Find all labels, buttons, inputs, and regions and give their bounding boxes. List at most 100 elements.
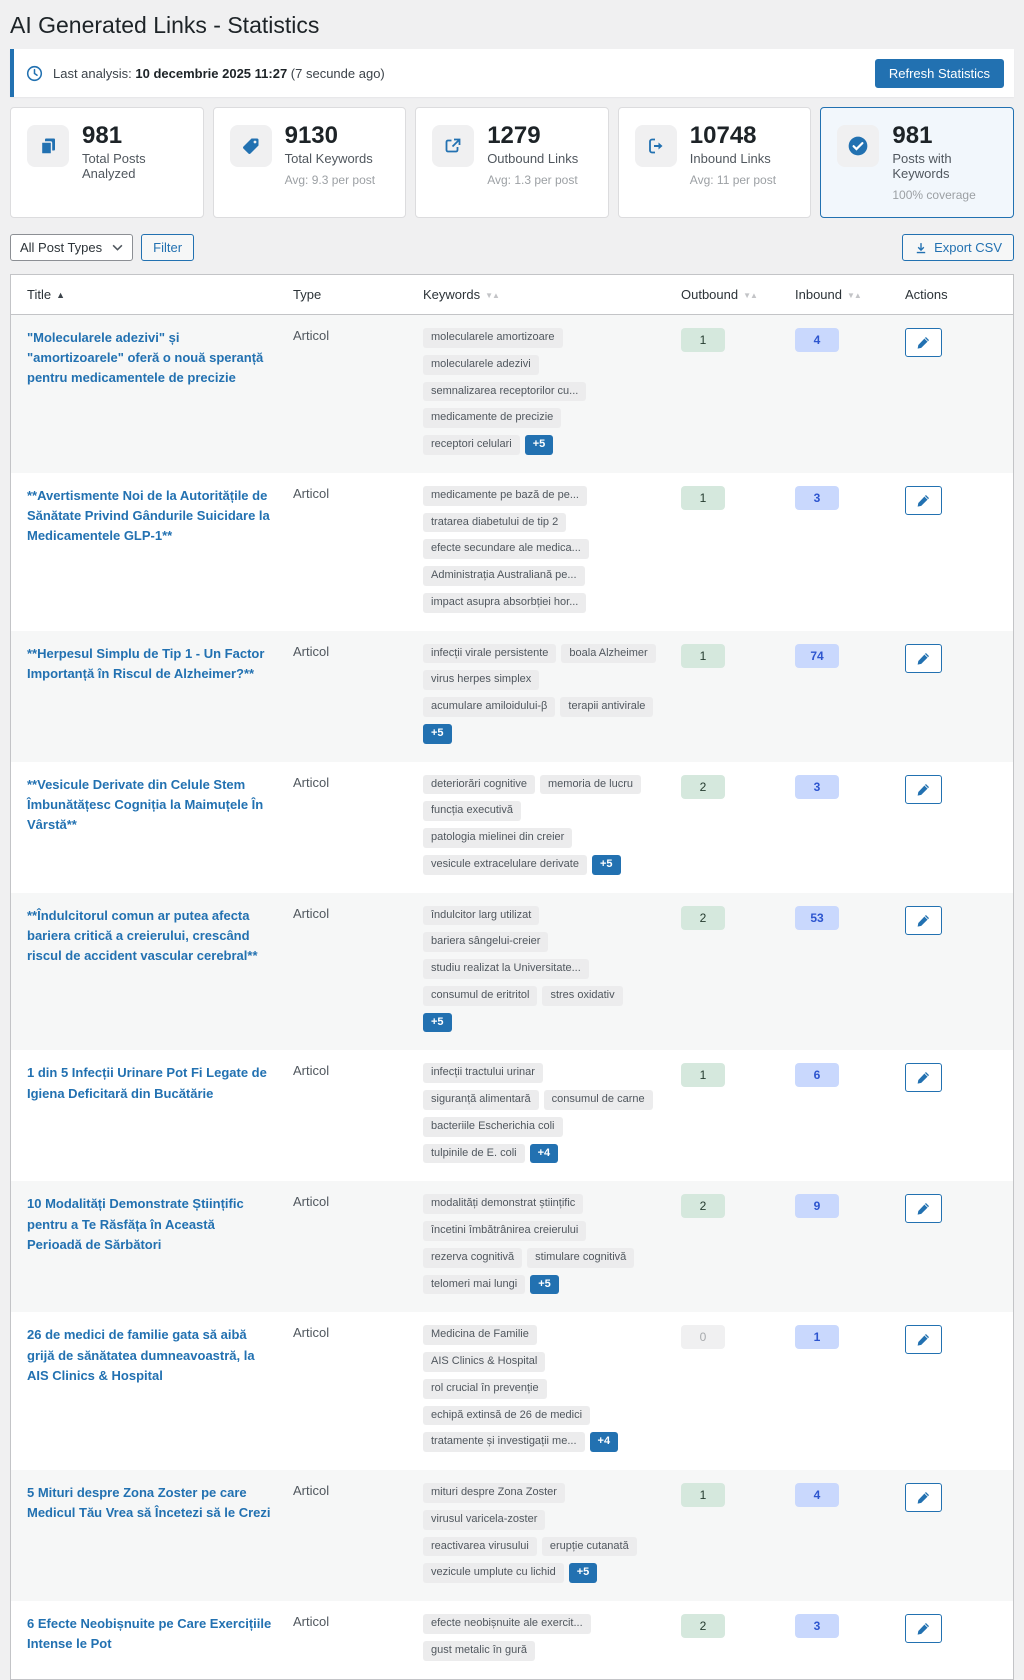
keyword-chip: acumulare amiloidului-β — [423, 697, 556, 717]
stat-label: Total Posts Analyzed — [82, 151, 146, 182]
edit-post-button[interactable] — [905, 1614, 942, 1644]
filter-button[interactable]: Filter — [141, 234, 195, 262]
last-analysis-datetime: 10 decembrie 2025 11:27 — [135, 65, 288, 81]
edit-post-button[interactable] — [905, 905, 942, 935]
edit-post-button[interactable] — [905, 1325, 942, 1355]
stat-label: Inbound Links — [689, 151, 771, 167]
post-title-link[interactable]: 26 de medici de familie gata să aibă gri… — [27, 1327, 255, 1383]
more-keywords-badge[interactable]: +4 — [589, 1432, 619, 1453]
check-circle-icon — [837, 125, 880, 167]
stat-cards: 981 Total Posts Analyzed 9130 Total Keyword… — [10, 107, 1014, 219]
last-analysis-ago: (7 secunde ago) — [290, 65, 385, 81]
last-analysis-notice: Last analysis: 10 decembrie 2025 11:27 (… — [10, 49, 1014, 97]
inbound-count-badge: 1 — [795, 1325, 839, 1350]
more-keywords-badge[interactable]: +4 — [529, 1143, 559, 1164]
post-title-link[interactable]: 5 Mituri despre Zona Zoster pe care Medi… — [27, 1485, 271, 1521]
post-title-link[interactable]: 10 Modalități Demonstrate Științific pen… — [27, 1196, 244, 1252]
keyword-chip: virusul varicela-zoster — [423, 1509, 546, 1530]
stat-card-total-posts-analyzed[interactable]: 981 Total Posts Analyzed — [10, 107, 204, 219]
toolbar: All Post Types Filter Export CSV — [10, 234, 1014, 262]
sort-icon: ▼▲ — [485, 291, 500, 301]
keyword-chip: infecții virale persistente — [423, 643, 557, 664]
last-analysis-text: Last analysis: 10 decembrie 2025 11:27 (… — [53, 65, 385, 81]
table-row: 6 Efecte Neobișnuite pe Care Exercițiile… — [11, 1601, 1013, 1679]
keyword-chip: îndulcitor larg utilizat — [423, 905, 540, 926]
keyword-chip: stres oxidativ — [542, 985, 623, 1006]
refresh-statistics-button[interactable]: Refresh Statistics — [874, 58, 1004, 88]
page-title: AI Generated Links - Statistics — [10, 12, 320, 38]
keyword-chip: rezerva cognitivă — [423, 1247, 523, 1268]
table-header-row: Title ▲ Type Keywords ▼▲ Outbound ▼▲ Inbound ▼▲ A… — [11, 275, 1013, 316]
outbound-count-badge: 1 — [681, 485, 725, 510]
inbound-count-badge: 74 — [795, 643, 839, 668]
post-title-link[interactable]: 1 din 5 Infecții Urinare Pot Fi Legate d… — [27, 1065, 267, 1101]
keyword-chip: molecularele adezivi — [423, 354, 539, 375]
outbound-count-badge: 1 — [681, 1483, 725, 1508]
keyword-chip: virus herpes simplex — [423, 670, 540, 691]
keyword-chip: Administrația Australiană pe... — [423, 566, 585, 586]
outbound-count-badge: 2 — [681, 1194, 725, 1219]
column-header-outbound[interactable]: Outbound ▼▲ — [671, 275, 785, 316]
post-title-link[interactable]: "Molecularele adezivi" și "amortizoarele… — [27, 330, 264, 386]
edit-post-button[interactable] — [905, 1194, 942, 1224]
stat-card-posts-with-keywords[interactable]: 981 Posts with Keywords 100% coverage — [820, 107, 1014, 219]
table-row: 5 Mituri despre Zona Zoster pe care Medi… — [11, 1470, 1013, 1602]
post-type: Articol — [293, 643, 330, 659]
post-title-link[interactable]: **Herpesul Simplu de Tip 1 - Un Factor I… — [27, 645, 265, 681]
keyword-chip: memoria de lucru — [540, 774, 641, 795]
keyword-chip: tratamente și investigații me... — [423, 1432, 585, 1453]
inbound-count-badge: 53 — [795, 905, 839, 930]
sort-icon: ▼▲ — [847, 291, 862, 301]
more-keywords-badge[interactable]: +5 — [423, 723, 452, 744]
table-row: **Avertismente Noi de la Autoritățile de… — [11, 473, 1013, 631]
edit-post-button[interactable] — [905, 485, 942, 515]
post-type-select[interactable]: All Post Types — [10, 234, 134, 262]
table-row: **Vesicule Derivate din Celule Stem Îmbu… — [11, 762, 1013, 893]
keyword-chip: medicamente pe bază de pe... — [423, 485, 587, 506]
post-type: Articol — [293, 1194, 330, 1210]
inbound-count-badge: 3 — [795, 1614, 839, 1639]
stat-sublabel: Avg: 11 per post — [689, 173, 777, 188]
external-link-icon — [432, 125, 475, 167]
export-csv-button[interactable]: Export CSV — [902, 234, 1014, 262]
stat-card-inbound-links[interactable]: 10748 Inbound Links Avg: 11 per post — [617, 107, 812, 219]
post-title-link[interactable]: **Îndulcitorul comun ar putea afecta bar… — [27, 907, 258, 963]
stat-card-outbound-links[interactable]: 1279 Outbound Links Avg: 1.3 per post — [415, 107, 609, 219]
post-title-link[interactable]: 6 Efecte Neobișnuite pe Care Exercițiile… — [27, 1616, 272, 1652]
pencil-icon — [916, 493, 931, 508]
column-header-inbound[interactable]: Inbound ▼▲ — [785, 275, 895, 316]
keyword-chip: bacteriile Escherichia coli — [423, 1116, 563, 1137]
keyword-chip: efecte secundare ale medica... — [423, 539, 589, 560]
edit-post-button[interactable] — [905, 328, 942, 358]
stat-label: Total Keywords — [284, 151, 373, 167]
more-keywords-badge[interactable]: +5 — [524, 435, 554, 455]
tag-icon — [229, 125, 272, 167]
edit-post-button[interactable] — [905, 774, 942, 804]
more-keywords-badge[interactable]: +5 — [423, 1012, 452, 1033]
post-type: Articol — [293, 1325, 330, 1341]
keyword-chip: erupție cutanată — [541, 1536, 637, 1557]
stat-value: 10748 — [689, 122, 757, 149]
keyword-chip: siguranță alimentară — [423, 1090, 539, 1110]
stat-value: 1279 — [487, 122, 541, 149]
pencil-icon — [916, 1201, 931, 1216]
post-type: Articol — [293, 485, 330, 501]
stat-card-total-keywords[interactable]: 9130 Total Keywords Avg: 9.3 per post — [212, 107, 407, 219]
post-title-link[interactable]: **Vesicule Derivate din Celule Stem Îmbu… — [27, 776, 264, 832]
keyword-chip: receptori celulari — [423, 435, 520, 455]
edit-post-button[interactable] — [905, 1483, 942, 1513]
more-keywords-badge[interactable]: +5 — [568, 1563, 598, 1584]
more-keywords-badge[interactable]: +5 — [591, 854, 621, 875]
edit-post-button[interactable] — [905, 643, 942, 673]
column-header-actions: Actions — [895, 275, 1013, 316]
column-header-title[interactable]: Title ▲ — [11, 275, 283, 316]
outbound-count-badge: 1 — [681, 1063, 725, 1088]
edit-post-button[interactable] — [905, 1063, 942, 1093]
post-title-link[interactable]: **Avertismente Noi de la Autoritățile de… — [27, 487, 270, 544]
more-keywords-badge[interactable]: +5 — [530, 1274, 559, 1295]
inbound-icon — [634, 125, 677, 167]
stat-value: 9130 — [284, 122, 338, 149]
column-header-keywords[interactable]: Keywords ▼▲ — [413, 275, 671, 316]
inbound-count-badge: 4 — [795, 1483, 839, 1508]
outbound-count-badge: 1 — [681, 643, 725, 668]
